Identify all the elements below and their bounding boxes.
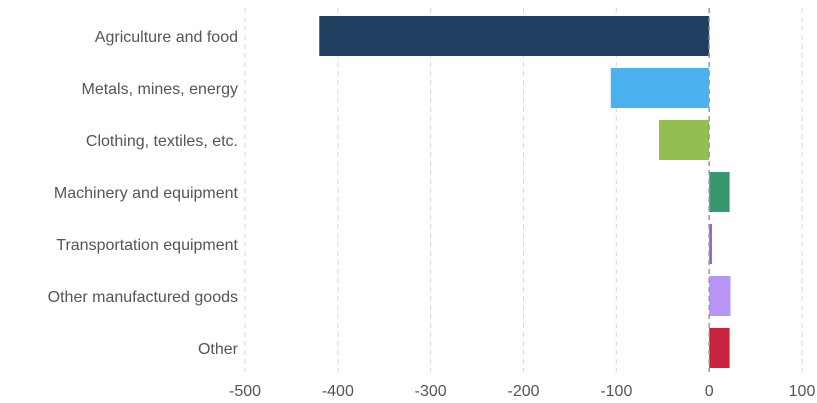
- gridlines: [244, 8, 803, 372]
- category-label: Other manufactured goods: [48, 289, 238, 306]
- x-tick-label: -300: [415, 383, 447, 400]
- category-label: Agriculture and food: [95, 29, 238, 46]
- bar: [319, 16, 710, 56]
- category-label: Metals, mines, energy: [81, 81, 238, 98]
- x-tick-label: -500: [229, 383, 261, 400]
- bar: [709, 224, 712, 264]
- category-labels: Agriculture and food Metals, mines, energ…: [48, 29, 239, 358]
- x-tick-label: 0: [705, 383, 714, 400]
- x-tick-label: -400: [322, 383, 354, 400]
- x-axis-tick-labels: -500 -400 -300 -200 -100 0 100: [229, 383, 815, 400]
- x-tick-label: -200: [507, 383, 539, 400]
- bar: [709, 328, 730, 368]
- category-label: Clothing, textiles, etc.: [86, 133, 238, 150]
- bar: [709, 172, 730, 212]
- category-label: Other: [198, 341, 239, 358]
- category-label: Machinery and equipment: [54, 185, 239, 202]
- bar: [659, 120, 710, 160]
- x-tick-label: 100: [789, 383, 816, 400]
- bar: [610, 68, 710, 108]
- category-label: Transportation equipment: [56, 237, 238, 254]
- x-tick-label: -100: [600, 383, 632, 400]
- bar: [709, 276, 731, 316]
- bars: [319, 16, 731, 368]
